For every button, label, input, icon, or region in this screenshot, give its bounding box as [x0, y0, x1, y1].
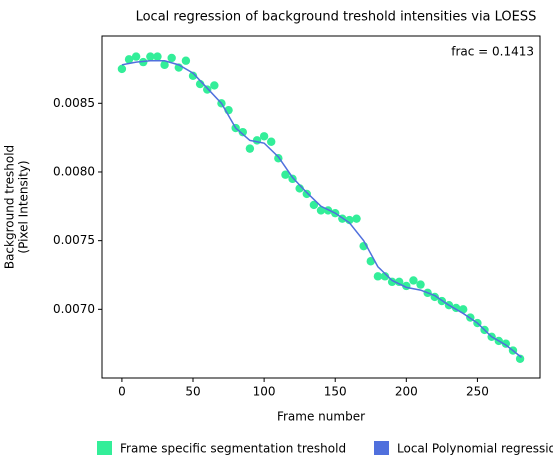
data-point — [380, 272, 390, 281]
y-tick-label: 0.0070 — [53, 302, 95, 316]
data-point — [167, 53, 176, 63]
annotation: frac = 0.1413 — [451, 45, 534, 59]
data-point — [281, 170, 290, 179]
x-tick-label: 250 — [466, 385, 489, 399]
data-point — [409, 276, 418, 285]
legend-swatch — [97, 441, 112, 455]
data-point — [252, 136, 262, 145]
data-point — [245, 144, 255, 153]
x-tick-label: 100 — [253, 385, 276, 399]
chart-title: Local regression of background treshold … — [136, 10, 537, 25]
data-point — [395, 277, 404, 287]
data-point — [124, 55, 134, 64]
data-point — [302, 189, 311, 199]
legend-label: Frame specific segmentation treshold — [120, 442, 346, 456]
data-point — [160, 60, 169, 70]
data-point — [210, 81, 219, 90]
data-point — [188, 71, 198, 81]
data-point — [515, 354, 525, 363]
data-point — [131, 52, 141, 61]
data-point — [316, 206, 326, 215]
data-point — [416, 280, 425, 289]
data-point — [181, 56, 191, 65]
legend-swatch — [374, 441, 389, 455]
y-tick-label: 0.0085 — [53, 96, 95, 110]
plot-frame — [101, 35, 541, 379]
y-axis-label: (Pixel Intensity) — [17, 160, 31, 253]
data-point — [387, 277, 397, 287]
data-point — [259, 132, 269, 141]
x-tick-label: 200 — [395, 385, 418, 399]
y-tick-label: 0.0080 — [53, 164, 95, 178]
data-point — [238, 127, 247, 137]
legend-label: Local Polynomial regression — [397, 442, 553, 456]
data-point — [373, 272, 383, 281]
data-point — [153, 52, 162, 61]
data-point — [366, 257, 375, 266]
regression-line — [121, 59, 522, 358]
data-point — [203, 85, 212, 94]
data-point — [288, 174, 297, 184]
x-tick-label: 150 — [324, 385, 347, 399]
data-point — [309, 200, 319, 210]
data-point — [267, 137, 276, 146]
x-tick-label: 0 — [118, 385, 126, 399]
x-tick-label: 50 — [185, 385, 200, 399]
data-point — [146, 52, 155, 61]
x-axis-label: Frame number — [277, 410, 365, 424]
y-axis-label: Background treshold — [3, 145, 17, 269]
data-point — [352, 214, 361, 223]
y-tick-label: 0.0075 — [53, 233, 95, 247]
data-point — [117, 64, 127, 74]
